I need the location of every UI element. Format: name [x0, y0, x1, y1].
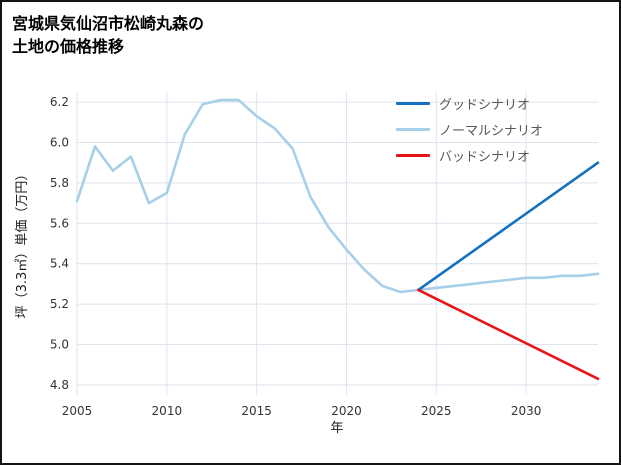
series-line-bad [417, 288, 600, 381]
title-line-2: 土地の価格推移 [12, 37, 125, 57]
x-tick-label: 2010 [152, 404, 183, 418]
legend-label-bad: バッドシナリオ [439, 150, 531, 165]
y-tick-label: 5.6 [50, 216, 69, 230]
x-tick-label: 2025 [421, 404, 452, 418]
y-tick-label: 5.0 [50, 338, 69, 352]
y-tick-label: 5.4 [50, 257, 69, 271]
x-tick-label: 2020 [331, 404, 362, 418]
y-tick-label: 5.2 [50, 297, 69, 311]
series-layer [75, 98, 600, 381]
series-line-normal [75, 98, 600, 294]
x-axis-label: 年 [330, 421, 343, 436]
y-axis-label: 坪（3.3㎡）単価（万円） [14, 168, 30, 319]
legend-label-good: グッドシナリオ [439, 98, 531, 113]
y-tick-label: 4.8 [50, 378, 69, 392]
chart-legend: グッドシナリオ ノーマルシナリオ バッドシナリオ [396, 94, 543, 165]
y-tick-label: 6.2 [50, 95, 69, 109]
legend-item-bad-scenario: バッドシナリオ [396, 146, 543, 165]
x-tick-label: 2005 [62, 404, 93, 418]
page-title: 宮城県気仙沼市松崎丸森の 土地の価格推移 [12, 12, 204, 58]
x-tick-label: 2030 [511, 404, 542, 418]
series-line-good [417, 161, 600, 292]
good-scenario-line-swatch [396, 102, 430, 105]
y-tick-label: 5.8 [50, 176, 69, 190]
legend-item-good-scenario: グッドシナリオ [396, 94, 543, 113]
tick-label-layer: 2005 2010 2015 2020 2025 2030 4.8 5.0 5.2 5.4 5.6 5… [50, 95, 542, 418]
normal-scenario-line-swatch [396, 128, 430, 131]
legend-item-normal-scenario: ノーマルシナリオ [396, 120, 543, 139]
grid-layer [76, 92, 598, 395]
title-line-1: 宮城県気仙沼市松崎丸森の [12, 14, 205, 33]
y-tick-label: 6.0 [50, 136, 69, 150]
x-tick-label: 2015 [241, 404, 272, 418]
legend-label-normal: ノーマルシナリオ [439, 124, 544, 139]
bad-scenario-line-swatch [396, 154, 430, 157]
